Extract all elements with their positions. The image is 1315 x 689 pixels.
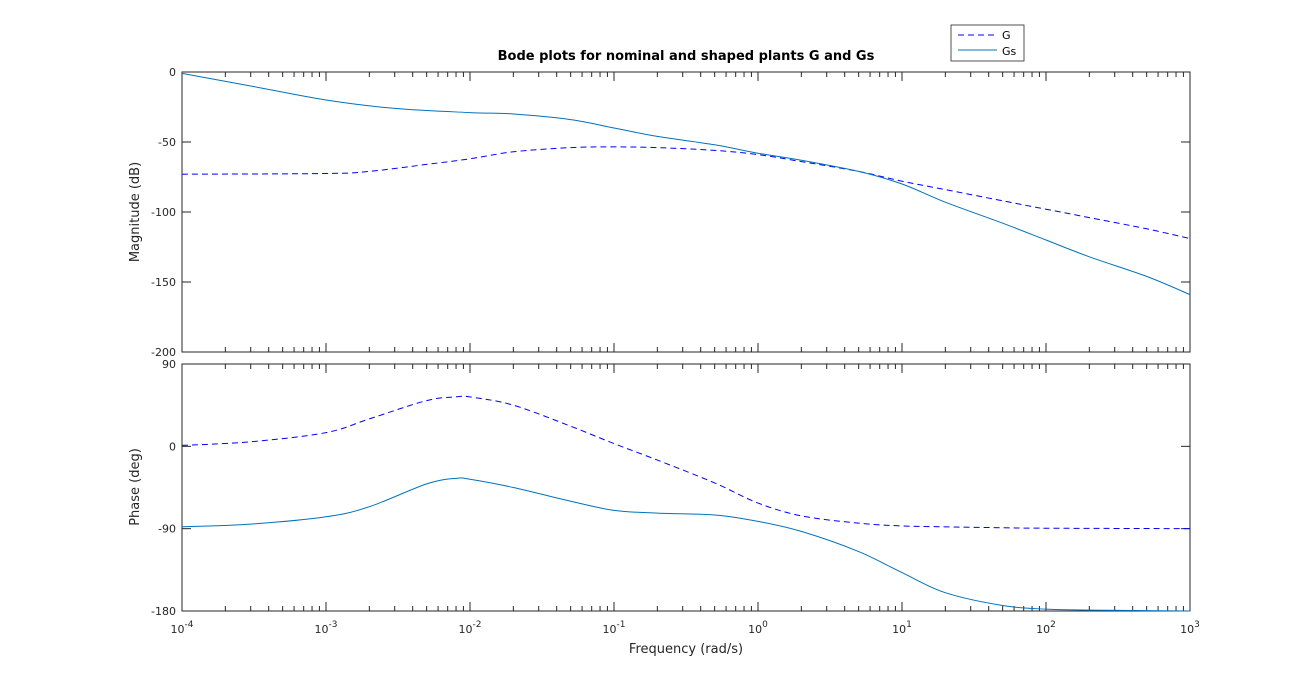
y-tick-label: 90 <box>162 358 176 371</box>
y-tick-label: -180 <box>151 605 176 618</box>
magnitude-panel: 0 -50 -100 -150 -200 Magnitude (dB) <box>128 66 1191 359</box>
x-tick-label: 103 <box>1180 620 1200 636</box>
magnitude-line-g <box>181 146 1191 240</box>
y-tick-label: -90 <box>158 523 176 536</box>
x-tick-label: 10-1 <box>603 620 626 636</box>
x-tick-label: 100 <box>748 620 768 636</box>
x-tick-labels: 10-4 10-3 10-2 10-1 100 101 102 103 <box>171 620 1200 636</box>
legend-label-gs: Gs <box>1002 45 1017 58</box>
phase-line-gs <box>181 477 1191 612</box>
y-tick-label: 0 <box>169 440 176 453</box>
phase-panel: 90 0 -90 -180 Phase (deg) <box>128 358 1191 618</box>
magnitude-axes-box <box>181 71 1191 353</box>
magnitude-ylabel: Magnitude (dB) <box>128 162 143 262</box>
y-tick-label: -150 <box>151 276 176 289</box>
y-tick-label: -50 <box>158 136 176 149</box>
magnitude-line-gs <box>181 72 1191 296</box>
phase-lines <box>181 395 1191 612</box>
phase-axes-box <box>181 363 1191 612</box>
x-axis-label: Frequency (rad/s) <box>629 642 743 657</box>
chart-title: Bode plots for nominal and shaped plants… <box>498 49 875 64</box>
y-tick-label: -100 <box>151 206 176 219</box>
legend: G Gs <box>950 24 1025 62</box>
x-tick-label: 101 <box>892 620 912 636</box>
x-tick-label: 10-2 <box>459 620 482 636</box>
magnitude-ticks: 0 -50 -100 -150 -200 <box>151 66 1190 359</box>
x-tick-label: 10-3 <box>315 620 338 636</box>
legend-box <box>950 24 1025 62</box>
x-tick-label: 10-4 <box>171 620 194 636</box>
phase-line-g <box>181 395 1191 530</box>
y-tick-label: -200 <box>151 346 176 359</box>
phase-ylabel: Phase (deg) <box>128 448 143 526</box>
x-tick-label: 102 <box>1036 620 1056 636</box>
y-tick-label: 0 <box>169 66 176 79</box>
legend-label-g: G <box>1002 29 1011 42</box>
magnitude-lines <box>181 72 1191 296</box>
